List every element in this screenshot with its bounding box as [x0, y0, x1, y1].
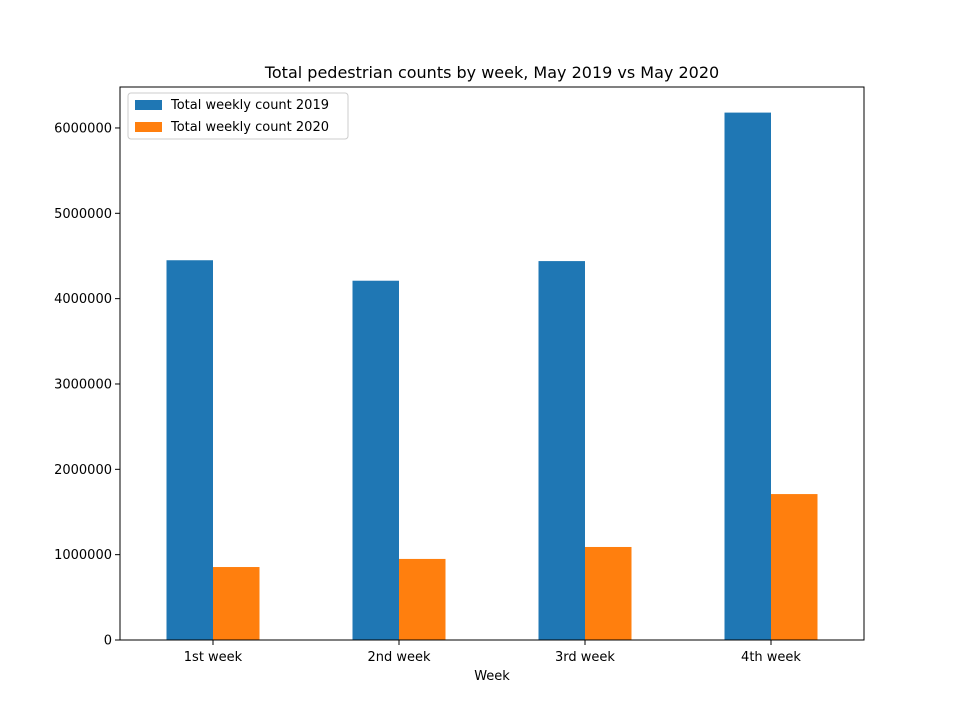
y-tick-label: 3000000	[54, 377, 112, 392]
bar-2-2	[399, 558, 446, 640]
legend-box	[127, 92, 349, 140]
y-tick-label: 5000000	[54, 207, 112, 222]
bar-1-3	[538, 261, 585, 640]
x-tick-label: 2nd week	[367, 650, 431, 665]
legend-swatch-2	[135, 122, 162, 132]
y-tick-label: 4000000	[54, 292, 112, 307]
bar-1-4	[724, 112, 771, 641]
plot-area-frame	[119, 86, 865, 641]
legend-label-1: Total weekly count 2019	[170, 98, 329, 113]
x-tick-label: 1st week	[184, 650, 243, 665]
y-tick-label: 2000000	[54, 463, 112, 478]
x-tick-label: 4th week	[741, 650, 801, 665]
legend: Total weekly count 2019 Total weekly coun…	[127, 92, 349, 140]
y-tick-label: 1000000	[54, 548, 112, 563]
legend-label-2: Total weekly count 2020	[170, 120, 329, 135]
x-axis-label: Week	[474, 669, 510, 684]
bars-group	[166, 112, 818, 641]
legend-swatch-1	[135, 100, 162, 110]
x-axis: 1st week 2nd week 3rd week 4th week	[184, 640, 801, 665]
bar-2-3	[585, 546, 632, 640]
bar-1-2	[352, 280, 399, 640]
y-tick-label: 6000000	[54, 121, 112, 136]
x-tick-label: 3rd week	[555, 650, 615, 665]
bar-1-1	[166, 260, 213, 640]
y-axis: 0 1000000 2000000 3000000 4000000 5000000 6000…	[54, 121, 120, 649]
bar-2-4	[771, 494, 818, 640]
chart-title: Total pedestrian counts by week, May 201…	[264, 63, 719, 82]
bar-2-1	[213, 567, 260, 640]
y-tick-label: 0	[104, 634, 112, 649]
